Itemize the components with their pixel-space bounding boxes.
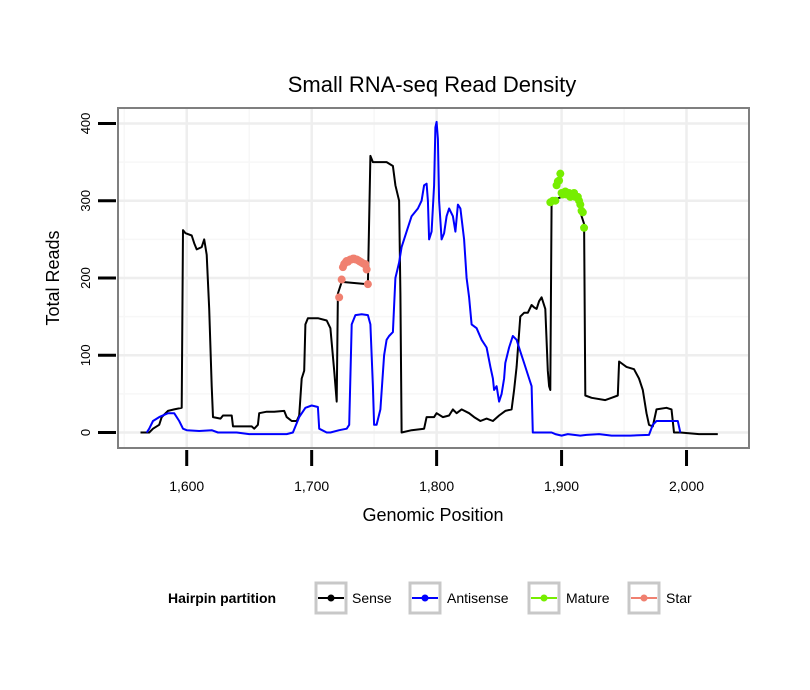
series-line-sense — [140, 154, 718, 436]
x-tick-label: 1,700 — [294, 478, 329, 494]
legend: Hairpin partition Sense Antisense Mature St… — [168, 581, 692, 615]
star-point — [337, 275, 346, 284]
legend-key-dot — [421, 594, 429, 602]
legend-item-star: Star — [627, 581, 692, 615]
series-line-antisense — [145, 120, 682, 437]
star-point — [363, 280, 372, 289]
legend-key-dot — [540, 594, 548, 602]
legend-key-dot — [327, 594, 335, 602]
y-axis-label: Total Reads — [43, 230, 63, 325]
y-tick-label: 200 — [78, 267, 93, 289]
legend-label-mature: Mature — [566, 590, 610, 606]
plot-frame — [117, 107, 750, 449]
legend-item-antisense: Antisense — [408, 581, 509, 615]
y-axis: 0 100 200 300 400 — [78, 113, 116, 436]
series-layer — [140, 120, 718, 437]
y-tick-label: 100 — [78, 344, 93, 366]
x-tick-label: 1,800 — [419, 478, 454, 494]
x-tick-label: 2,000 — [669, 478, 704, 494]
mature-point — [556, 169, 565, 178]
x-tick-label: 1,900 — [544, 478, 579, 494]
mature-point — [578, 208, 587, 217]
mature-point — [551, 196, 560, 205]
legend-label-antisense: Antisense — [447, 590, 509, 606]
chart-title: Small RNA-seq Read Density — [288, 72, 577, 97]
legend-label-sense: Sense — [352, 590, 392, 606]
legend-title: Hairpin partition — [168, 590, 276, 606]
y-tick-label: 0 — [78, 429, 93, 436]
legend-item-mature: Mature — [527, 581, 610, 615]
mature-point — [576, 200, 585, 209]
star-point — [362, 265, 371, 274]
mature-point — [555, 176, 564, 185]
mature-point — [580, 223, 589, 232]
legend-key-dot — [640, 594, 648, 602]
y-tick-label: 300 — [78, 190, 93, 212]
x-axis-label: Genomic Position — [362, 505, 503, 525]
star-point — [335, 293, 344, 302]
x-axis: 1,600 1,700 1,800 1,900 2,000 — [169, 450, 704, 494]
legend-label-star: Star — [666, 590, 692, 606]
y-tick-label: 400 — [78, 113, 93, 135]
x-tick-label: 1,600 — [169, 478, 204, 494]
legend-item-sense: Sense — [314, 581, 392, 615]
